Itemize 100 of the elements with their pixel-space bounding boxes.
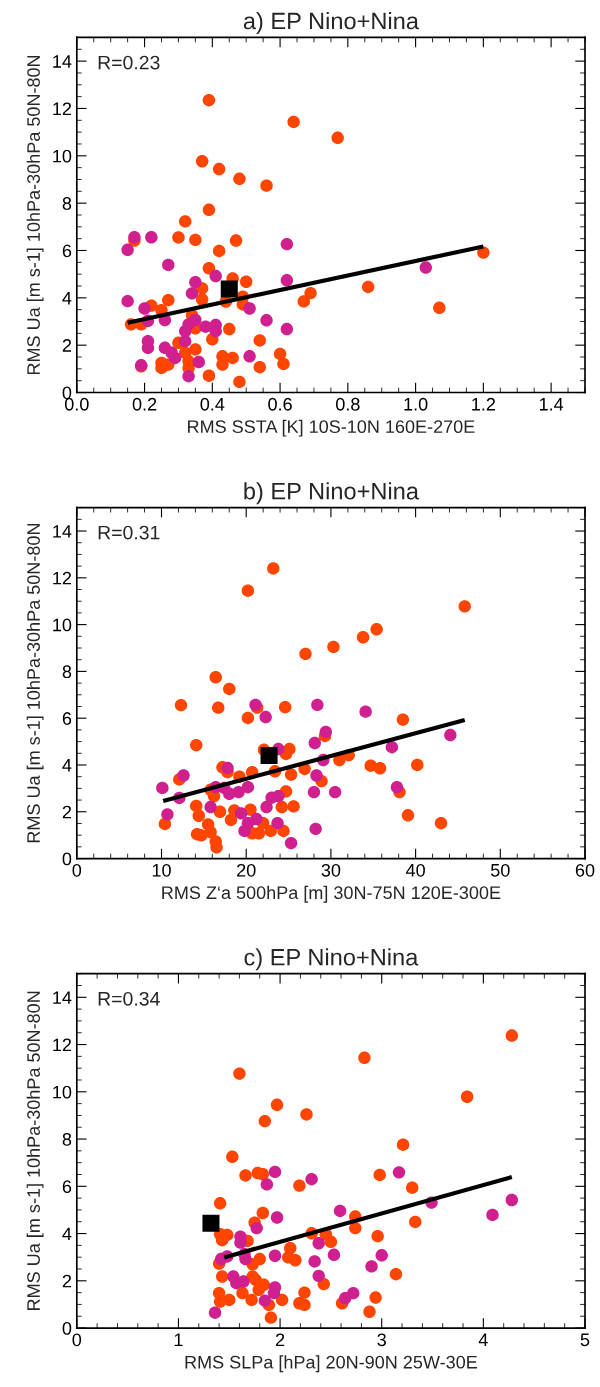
point (213, 805, 227, 818)
point (185, 287, 199, 300)
point (268, 1249, 282, 1262)
chart-title: b) EP Nino+Nina (244, 482, 419, 505)
point (214, 1252, 228, 1266)
point (278, 700, 292, 714)
point (190, 799, 203, 813)
point (202, 93, 216, 107)
point (220, 280, 238, 298)
point (138, 302, 151, 315)
point (232, 785, 245, 799)
point (212, 162, 226, 176)
x-tick-label: 1.4 (539, 398, 564, 411)
x-tick-label: 0.6 (268, 397, 292, 411)
x-tick-label: 0 (72, 863, 82, 877)
y-tick-label: 4 (62, 1227, 72, 1241)
point (202, 1214, 220, 1232)
point (319, 725, 333, 739)
point (298, 1286, 311, 1299)
point (233, 1067, 246, 1080)
point (250, 1221, 263, 1235)
y-tick-label: 2 (62, 339, 72, 352)
y-tick-label: 0 (62, 1321, 72, 1335)
y-tick-label: 12 (53, 102, 72, 116)
point (192, 355, 205, 369)
point (224, 813, 238, 827)
y-tick-label: 12 (53, 571, 72, 585)
x-axis-title: RMS SSTA [K] 10S-10N 160E-270E (188, 419, 475, 437)
point (390, 780, 404, 794)
point (401, 809, 415, 822)
point (284, 768, 298, 781)
point (312, 1237, 325, 1250)
point (273, 347, 287, 361)
x-tick-label: 1.2 (472, 397, 495, 411)
point (195, 293, 209, 306)
point (258, 1114, 272, 1128)
point (327, 1248, 341, 1262)
point (369, 1291, 382, 1304)
x-tick-label: 3 (377, 1333, 386, 1347)
point (161, 808, 174, 821)
point (358, 1051, 371, 1064)
point (411, 758, 424, 772)
x-tick-label: 30 (321, 863, 341, 877)
y-tick-label: 6 (62, 712, 72, 725)
point (311, 698, 324, 712)
point (275, 1293, 289, 1307)
point (209, 671, 222, 684)
point (192, 809, 205, 822)
point (349, 1221, 362, 1235)
point (234, 807, 248, 820)
point (270, 1211, 284, 1224)
y-tick-label: 4 (62, 759, 72, 772)
y-tick-label: 10 (53, 618, 72, 632)
point (486, 1208, 499, 1222)
point (145, 231, 158, 244)
point (162, 293, 175, 307)
x-axis-title: RMS SLPa [hPa] 20N-90N 25W-30E (185, 1355, 477, 1373)
x-tick-label: 2 (275, 1333, 285, 1346)
point (361, 280, 375, 294)
point (202, 203, 216, 216)
x-tick-label: 0 (72, 1333, 82, 1347)
point (371, 1229, 384, 1243)
point (241, 584, 255, 597)
point (308, 736, 322, 750)
point (310, 769, 323, 782)
point (396, 1138, 410, 1151)
point (298, 1298, 311, 1312)
point (260, 1178, 274, 1191)
point (363, 1305, 376, 1318)
point (409, 1215, 422, 1229)
point (460, 1090, 474, 1103)
point (300, 1108, 313, 1121)
point (189, 343, 202, 356)
point (259, 710, 272, 724)
point (233, 375, 246, 389)
point (215, 1270, 229, 1283)
point (177, 769, 190, 782)
point (287, 115, 300, 129)
point (267, 562, 280, 575)
point (260, 179, 273, 192)
point (356, 631, 370, 644)
point (270, 1098, 284, 1112)
point (389, 1267, 403, 1281)
point (275, 800, 288, 814)
point (204, 800, 217, 814)
point (373, 1168, 386, 1182)
point (260, 314, 273, 327)
point (208, 1306, 222, 1319)
x-tick-label: 20 (237, 863, 256, 877)
point (347, 1286, 360, 1300)
point (174, 698, 188, 712)
y-tick-label: 6 (62, 1180, 72, 1194)
point (375, 1249, 388, 1262)
point (223, 682, 236, 696)
point (223, 322, 236, 336)
y-tick-label: 8 (62, 197, 72, 210)
point (284, 836, 298, 850)
y-tick-label: 6 (62, 244, 72, 258)
point (241, 780, 255, 794)
y-axis-title: RMS Ua [m s-1] 10hPa-30hPa 50N-80N (26, 991, 44, 1310)
